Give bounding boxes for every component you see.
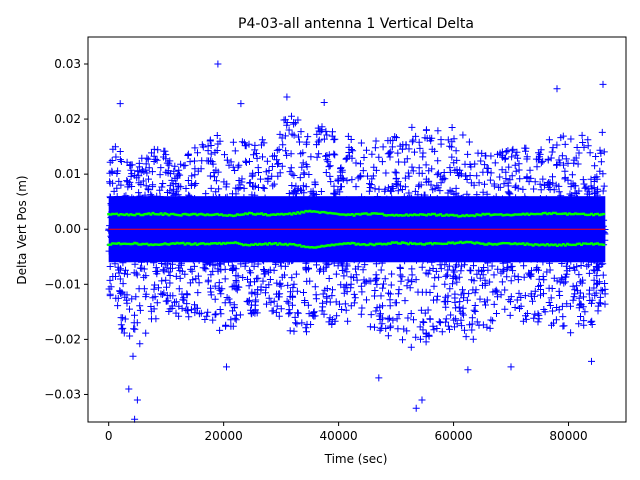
- upper-sigma-band: [107, 209, 606, 218]
- x-tick-label: 60000: [434, 429, 472, 443]
- x-axis-label: Time (sec): [324, 452, 388, 466]
- y-tick-label: −0.01: [44, 277, 81, 291]
- y-axis: −0.03 −0.02 −0.01 0.00 0.01 0.02 0.03: [44, 57, 88, 401]
- sigma-band-series: [107, 209, 606, 249]
- x-tick-label: 20000: [205, 429, 243, 443]
- y-tick-label: −0.02: [44, 332, 81, 346]
- y-axis-label: Delta Vert Pos (m): [15, 175, 29, 284]
- plot-area: [105, 60, 609, 423]
- x-tick-label: 0: [105, 429, 113, 443]
- y-tick-label: −0.03: [44, 387, 81, 401]
- x-tick-label: 80000: [549, 429, 587, 443]
- x-axis: 0 20000 40000 60000 80000: [105, 422, 588, 443]
- chart-title: P4-03-all antenna 1 Vertical Delta: [238, 16, 474, 32]
- x-tick-label: 40000: [320, 429, 358, 443]
- y-tick-label: 0.03: [54, 57, 81, 71]
- lower-sigma-band: [107, 240, 606, 249]
- y-tick-label: 0.01: [54, 167, 81, 181]
- y-tick-label: 0.02: [54, 112, 81, 126]
- y-tick-label: 0.00: [54, 222, 81, 236]
